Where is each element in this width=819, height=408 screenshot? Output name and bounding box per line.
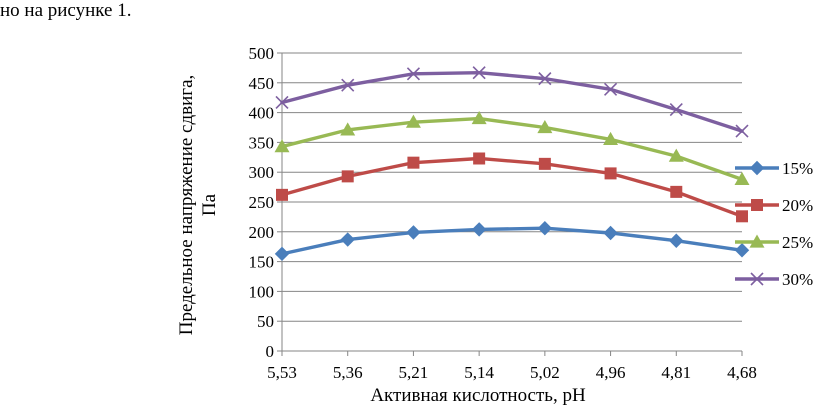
x-tick-label: 5,21 (399, 363, 429, 382)
legend-label: 25% (782, 233, 813, 252)
data-point (668, 148, 684, 162)
y-tick-label: 200 (249, 223, 275, 242)
legend: 15% 20% 25% 30% (735, 159, 813, 289)
data-point (736, 210, 748, 223)
x-tick-label: 5,02 (530, 363, 560, 382)
data-point (407, 156, 420, 169)
series-20% (276, 152, 748, 223)
series-line (280, 70, 744, 133)
x-tick-label: 5,53 (267, 363, 297, 382)
x-axis-label: Активная кислотность, рН (370, 385, 586, 406)
legend-marker (749, 234, 765, 248)
data-point (670, 185, 683, 198)
x-tick-labels: 5,53 5,36 5,21 5,14 5,02 4,96 4,81 4,68 (267, 363, 757, 382)
y-tick-labels: 0 50 100 150 200 250 300 350 400 450 500 (249, 44, 275, 361)
x-tick-label: 4,81 (661, 363, 691, 382)
x-tick-label: 4,96 (596, 363, 626, 382)
data-point (734, 171, 750, 185)
legend-label: 20% (782, 196, 813, 215)
y-tick-label: 0 (266, 342, 275, 361)
legend-label: 30% (782, 270, 813, 289)
legend-marker (751, 199, 763, 211)
data-point (538, 157, 551, 170)
data-point (341, 78, 355, 92)
data-point (603, 131, 619, 146)
y-axis-label-line2: Па (199, 193, 220, 216)
data-point (340, 232, 355, 247)
data-point (735, 124, 749, 138)
x-tick-label: 5,14 (464, 363, 494, 382)
data-point (406, 225, 421, 240)
data-point (406, 67, 420, 81)
axes (277, 52, 743, 356)
legend-marker (750, 272, 764, 286)
data-point (537, 221, 553, 236)
data-point (604, 167, 617, 180)
data-point (275, 95, 289, 110)
series-line (280, 226, 744, 256)
data-point (537, 120, 553, 134)
data-point (274, 246, 290, 262)
data-point (471, 111, 487, 125)
data-point (274, 139, 290, 153)
x-tick-label: 4,68 (727, 363, 757, 382)
series-30% (275, 66, 749, 138)
y-tick-label: 400 (249, 104, 275, 123)
data-point (538, 72, 552, 86)
y-tick-label: 350 (249, 133, 275, 152)
legend-item: 15% (735, 159, 813, 178)
y-tick-label: 50 (257, 312, 274, 331)
data-point (471, 222, 487, 237)
data-point (472, 66, 486, 80)
y-tick-label: 500 (249, 44, 275, 63)
data-point (473, 152, 486, 165)
data-point (669, 233, 684, 248)
series-lines (274, 66, 750, 262)
data-point (340, 122, 356, 136)
data-point (669, 103, 683, 117)
y-axis-label-line1: Предельное напряжение сдвига, (176, 75, 197, 336)
data-point (734, 243, 750, 258)
legend-label: 15% (782, 159, 813, 178)
series-15% (274, 221, 750, 262)
series-line (280, 116, 744, 182)
y-tick-label: 300 (249, 163, 275, 182)
intro-text: но на рисунке 1. (0, 0, 132, 21)
data-point (341, 170, 354, 183)
data-point (276, 188, 288, 201)
y-tick-label: 150 (249, 253, 275, 272)
x-tick-label: 5,36 (333, 363, 363, 382)
series-25% (274, 111, 750, 185)
legend-item: 25% (735, 233, 813, 252)
data-point (604, 82, 618, 96)
y-tick-label: 100 (249, 282, 275, 301)
series-line (280, 156, 744, 219)
legend-item: 30% (735, 270, 813, 289)
y-tick-label: 450 (249, 74, 275, 93)
data-point (603, 225, 618, 241)
data-point (405, 114, 421, 128)
y-tick-label: 250 (249, 193, 275, 212)
legend-item: 20% (735, 196, 813, 215)
legend-marker (749, 160, 765, 176)
